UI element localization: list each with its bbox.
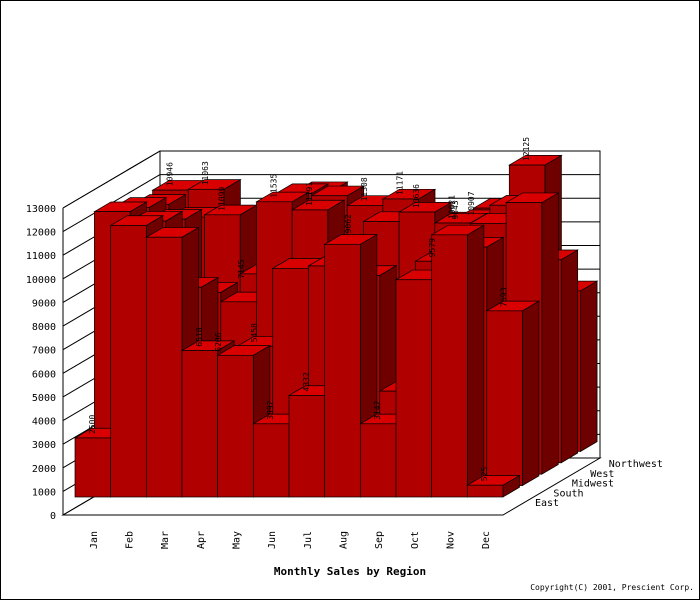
bar-east-jul [288, 395, 326, 498]
y-tick-label: 10000 [26, 275, 56, 286]
y-tick-label: 12000 [26, 228, 56, 239]
bar-east-feb [110, 225, 147, 498]
bar-side [580, 280, 598, 453]
x-tick-label: Jun [267, 531, 278, 549]
chart-title: Monthly Sales by Region [273, 565, 427, 578]
value-label: 3092 [266, 400, 275, 419]
value-label: 10946 [165, 162, 174, 186]
depth-label-northwest: Northwest [609, 459, 663, 470]
value-label: 6206 [214, 332, 223, 351]
x-tick-label: Dec [481, 531, 492, 549]
frame-edge [62, 150, 161, 209]
value-label: 12125 [522, 137, 531, 161]
x-tick-label: Sep [374, 531, 385, 549]
bar-side [466, 224, 485, 498]
y-tick-label: 1000 [32, 487, 56, 498]
x-tick-label: May [232, 531, 243, 549]
value-label: 6510 [195, 327, 204, 346]
value-label: 11308 [360, 177, 369, 201]
bar-east-nov [431, 234, 468, 498]
value-label: 10907 [467, 191, 476, 215]
value-label: 525 [480, 467, 489, 482]
x-tick-label: Mar [160, 531, 171, 549]
x-tick-label: Jul [303, 531, 314, 549]
value-label: 4332 [302, 372, 311, 391]
bar-side [560, 249, 579, 464]
depth-label-south: South [553, 488, 583, 499]
bar-east-oct [395, 279, 433, 498]
y-tick-label: 11000 [26, 251, 56, 262]
value-label: 11191 [305, 182, 314, 206]
y-tick-label: 3000 [32, 440, 56, 451]
bar-south-dec [486, 310, 523, 486]
depth-label-west: West [590, 469, 614, 480]
bar-east-mar [145, 236, 183, 498]
x-tick-label: Aug [339, 531, 350, 549]
bar-east-may [217, 354, 254, 498]
bar-east-sep [359, 423, 397, 498]
y-tick-label: 7000 [32, 346, 56, 357]
bar-east-apr [181, 350, 219, 498]
value-label: 9062 [344, 214, 353, 233]
value-label: 5458 [250, 323, 259, 342]
y-tick-label: 13000 [26, 204, 56, 215]
value-label: 3142 [373, 400, 382, 419]
x-tick-label: Jan [89, 531, 100, 549]
copyright-text: Copyright(C) 2001, Prescient Corp. [530, 583, 694, 592]
y-tick-label: 4000 [32, 417, 56, 428]
value-label: 11535 [269, 174, 278, 198]
value-label: 2500 [88, 415, 97, 434]
value-label: 9579 [428, 238, 437, 257]
depth-label-east: East [535, 498, 559, 509]
value-label: 7693 [500, 287, 509, 306]
x-tick-label: Apr [196, 531, 207, 549]
value-label: 10636 [412, 184, 421, 208]
value-label: 11171 [396, 171, 405, 195]
x-tick-label: Oct [410, 531, 421, 549]
bar-east-jun [252, 423, 290, 498]
bar-side [522, 300, 540, 487]
bar-east-dec [466, 484, 504, 498]
y-tick-label: 8000 [32, 322, 56, 333]
depth-label-midwest: Midwest [572, 479, 614, 490]
y-tick-label: 2000 [32, 464, 56, 475]
value-label: 11063 [201, 161, 210, 185]
x-tick-label: Feb [125, 531, 136, 549]
value-label: 10621 [448, 195, 457, 219]
bar-side [541, 192, 559, 475]
value-label: 11099 [217, 187, 226, 211]
value-label: 9643 [451, 200, 460, 219]
y-tick-label: 9000 [32, 298, 56, 309]
value-label: 7145 [237, 259, 246, 278]
bar-east-jan [74, 437, 112, 498]
y-tick-label: 6000 [32, 369, 56, 380]
bar-east-aug [324, 243, 361, 498]
y-tick-label: 0 [50, 511, 56, 522]
x-tick-label: Nov [446, 531, 457, 549]
y-tick-label: 5000 [32, 393, 56, 404]
